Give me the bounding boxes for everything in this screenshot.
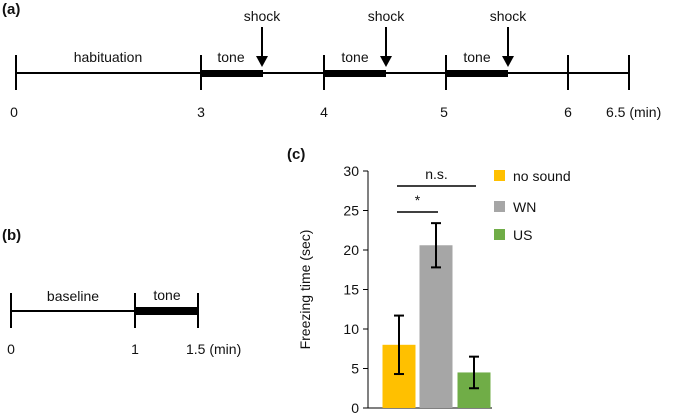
panel-b-baseline-label: baseline (47, 288, 99, 304)
panel-a-shock-arrow-1 (256, 27, 268, 67)
panel-a-tick-label: 3 (197, 104, 205, 120)
panel-c-label: (c) (287, 146, 305, 163)
panel-a-tick-label: 4 (320, 104, 328, 120)
y-tick-label: 30 (343, 163, 359, 179)
legend-swatch (494, 229, 505, 240)
legend-swatch (494, 201, 505, 212)
y-tick-label: 20 (343, 242, 359, 258)
panel-a-shock-label-3: shock (490, 8, 528, 24)
panel-a-tick-label-last: 6.5 (min) (606, 104, 661, 120)
y-tick-label: 25 (343, 203, 359, 219)
y-axis-label: Freezing time (sec) (297, 230, 313, 350)
bar-wn (419, 245, 453, 408)
panel-a-tone-bar-3 (446, 70, 508, 77)
legend-label: US (513, 227, 532, 243)
panel-a-tone-label-1: tone (217, 49, 244, 65)
panel-a-tick-label: 0 (10, 104, 18, 120)
legend-swatch (494, 170, 505, 181)
panel-b-tone-label: tone (153, 287, 180, 303)
panel-b-tick-label: 1 (131, 341, 139, 357)
bar-chart: 0 5 10 15 20 25 30 Freezing time (sec) n.s.* no s… (297, 163, 571, 416)
y-tick-label: 15 (343, 282, 359, 298)
y-tick-label: 5 (351, 361, 359, 377)
panel-a-shock-label-1: shock (244, 8, 282, 24)
panel-a-habituation-label: habituation (74, 49, 143, 65)
panel-a-shock-arrow-2 (380, 27, 392, 67)
panel-a-label: (a) (2, 1, 20, 18)
panel-a-tone-label-3: tone (463, 49, 490, 65)
panel-b-tone-bar (135, 307, 198, 315)
panel-a-shock-label-2: shock (368, 8, 406, 24)
significance-label: n.s. (425, 166, 448, 182)
panel-b-tick-label: 0 (7, 341, 15, 357)
y-tick-label: 0 (351, 400, 359, 416)
panel-a-shock-arrow-3 (502, 27, 514, 67)
panel-b-tick-label-last: 1.5 (min) (186, 341, 241, 357)
significance-label: * (415, 192, 421, 208)
panel-a-tone-bar-2 (324, 70, 386, 77)
panel-a-tone-bar-1 (201, 70, 263, 77)
legend-label: WN (513, 199, 536, 215)
panel-b-label: (b) (2, 227, 21, 244)
panel-a-tick-label: 5 (440, 104, 448, 120)
y-tick-label: 10 (343, 321, 359, 337)
panel-a-tone-label-2: tone (341, 49, 368, 65)
legend-label: no sound (513, 168, 571, 184)
panel-a-tick-label: 6 (564, 104, 572, 120)
